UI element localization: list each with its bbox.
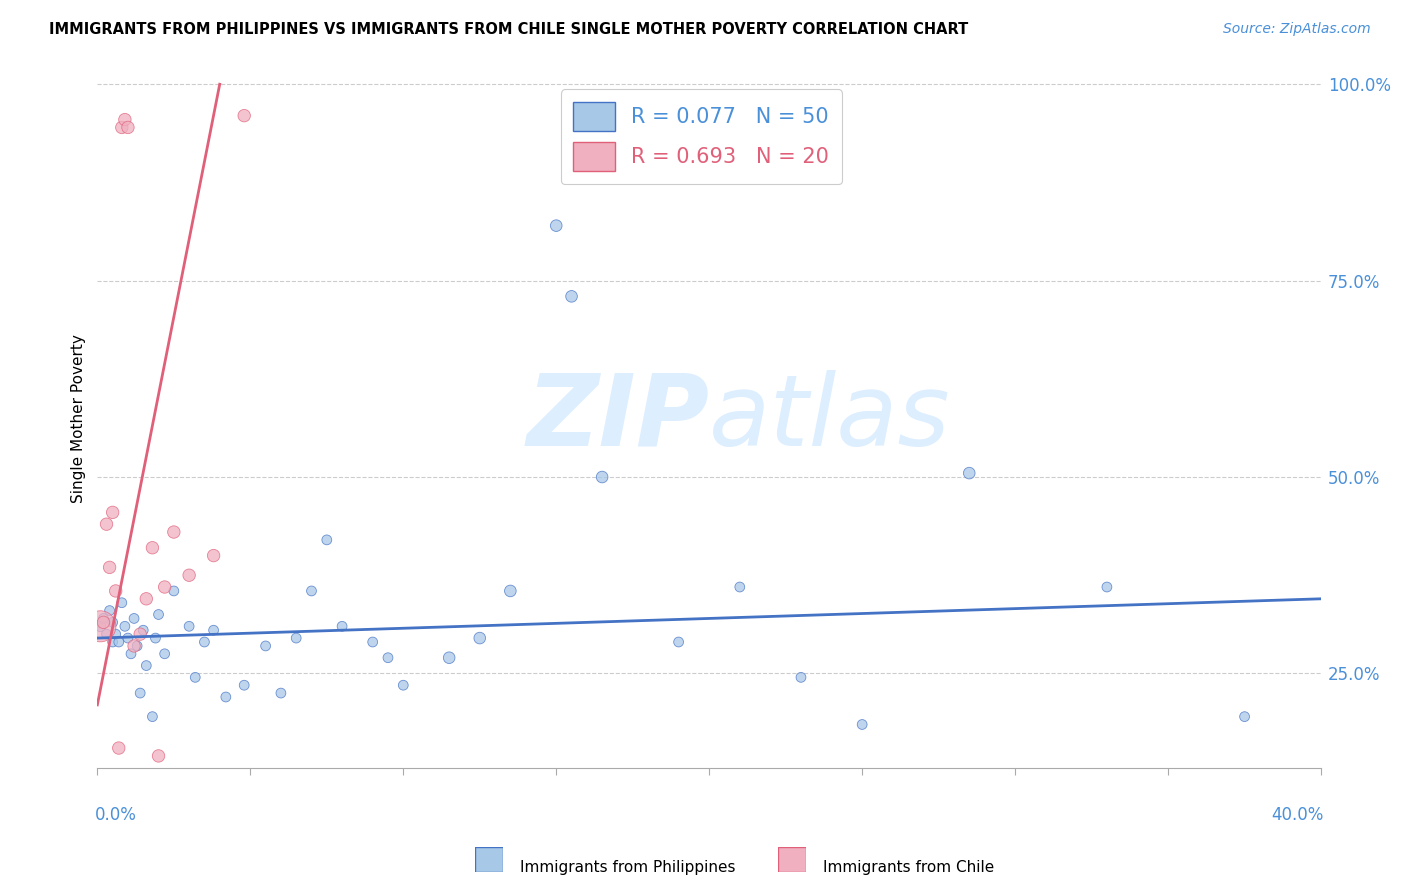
Point	[270, 686, 292, 700]
Point	[89, 619, 111, 633]
Point	[560, 289, 582, 303]
Point	[101, 505, 124, 519]
Point	[330, 619, 353, 633]
Point	[141, 709, 163, 723]
Text: Source: ZipAtlas.com: Source: ZipAtlas.com	[1223, 22, 1371, 37]
Point	[668, 635, 690, 649]
Point	[377, 650, 399, 665]
Point	[98, 560, 121, 574]
Point	[437, 650, 460, 665]
Point	[148, 748, 170, 763]
Text: ZIP: ZIP	[526, 369, 709, 467]
Point	[96, 627, 118, 641]
Point	[163, 583, 186, 598]
Point	[179, 619, 201, 633]
Point	[315, 533, 337, 547]
Point	[107, 741, 129, 756]
Point	[129, 627, 152, 641]
Point	[101, 635, 124, 649]
Point	[111, 120, 134, 135]
Point	[468, 631, 491, 645]
Point	[117, 631, 139, 645]
Point	[120, 647, 142, 661]
Point	[153, 647, 176, 661]
Point	[153, 580, 176, 594]
Point	[361, 635, 384, 649]
Text: Immigrants from Philippines: Immigrants from Philippines	[520, 860, 735, 874]
Point	[728, 580, 751, 594]
Text: Immigrants from Chile: Immigrants from Chile	[823, 860, 994, 874]
Point	[163, 524, 186, 539]
Point	[93, 615, 115, 630]
Point	[96, 517, 118, 532]
Point	[111, 596, 134, 610]
Point	[193, 635, 215, 649]
Point	[104, 627, 127, 641]
Point	[301, 583, 323, 598]
Text: atlas: atlas	[709, 369, 950, 467]
Point	[1095, 580, 1118, 594]
Point	[122, 639, 145, 653]
Text: IMMIGRANTS FROM PHILIPPINES VS IMMIGRANTS FROM CHILE SINGLE MOTHER POVERTY CORRE: IMMIGRANTS FROM PHILIPPINES VS IMMIGRANT…	[49, 22, 969, 37]
Point	[122, 611, 145, 625]
Point	[114, 112, 136, 127]
Point	[93, 611, 115, 625]
Point	[98, 604, 121, 618]
Y-axis label: Single Mother Poverty: Single Mother Poverty	[72, 334, 86, 502]
Point	[117, 120, 139, 135]
Point	[145, 631, 167, 645]
Point	[285, 631, 308, 645]
Point	[104, 583, 127, 598]
Point	[148, 607, 170, 622]
Point	[132, 624, 155, 638]
Text: 0.0%: 0.0%	[94, 806, 136, 824]
Point	[141, 541, 163, 555]
Point	[184, 670, 207, 684]
Point	[179, 568, 201, 582]
Point	[591, 470, 613, 484]
Point	[957, 466, 980, 480]
Point	[233, 109, 256, 123]
Point	[1233, 709, 1256, 723]
Point	[202, 624, 225, 638]
Point	[127, 639, 149, 653]
Point	[790, 670, 813, 684]
Legend: R = 0.077   N = 50, R = 0.693   N = 20: R = 0.077 N = 50, R = 0.693 N = 20	[561, 89, 842, 184]
Text: 40.0%: 40.0%	[1271, 806, 1323, 824]
Point	[129, 686, 152, 700]
Point	[499, 583, 522, 598]
Point	[107, 635, 129, 649]
Point	[89, 619, 111, 633]
Point	[851, 717, 873, 731]
Point	[101, 615, 124, 630]
Point	[215, 690, 238, 704]
Point	[254, 639, 277, 653]
Point	[233, 678, 256, 692]
Point	[135, 591, 157, 606]
Point	[202, 549, 225, 563]
Point	[114, 619, 136, 633]
Point	[392, 678, 415, 692]
Point	[135, 658, 157, 673]
Point	[546, 219, 568, 233]
